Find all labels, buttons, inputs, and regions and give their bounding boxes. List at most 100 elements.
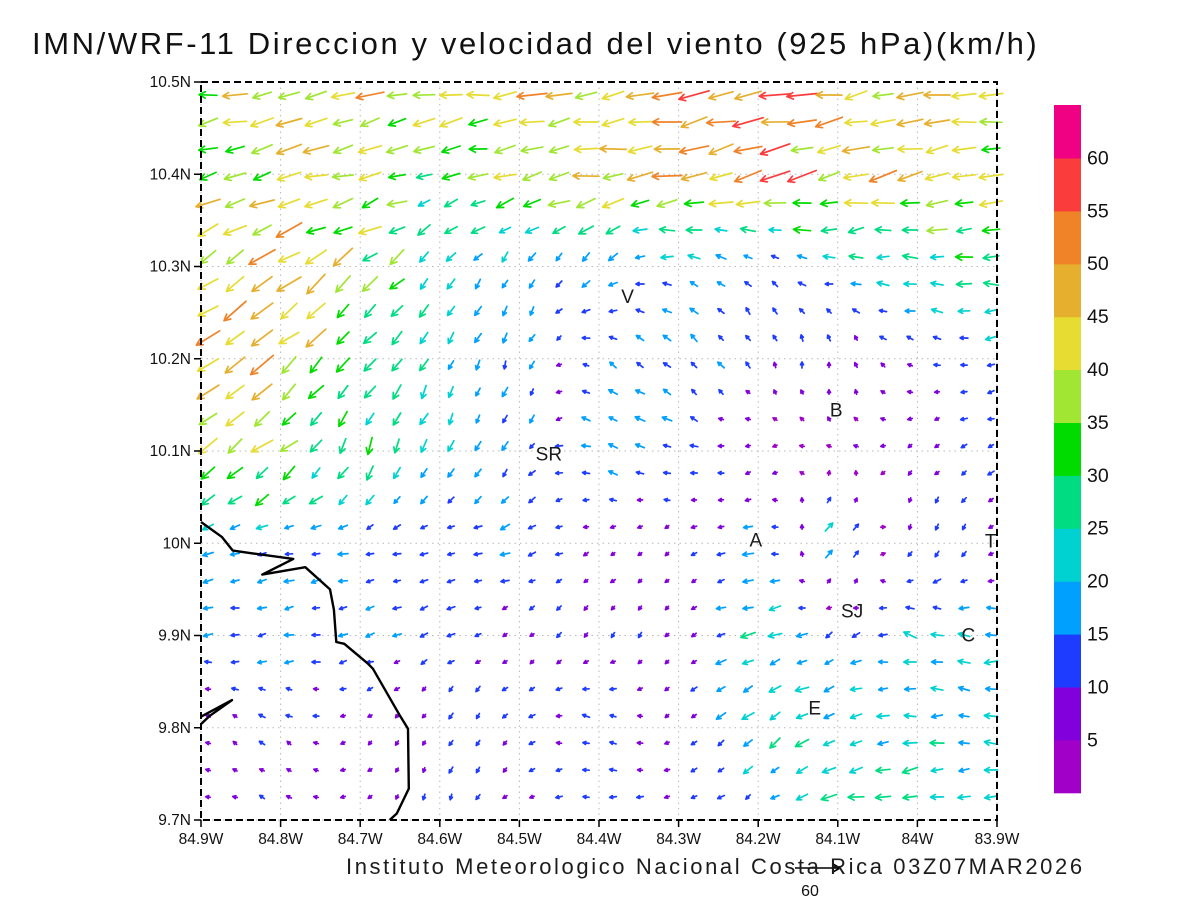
wind-arrow [653,144,681,154]
wind-arrow [313,767,319,773]
wind-arrow [608,497,618,503]
wind-arrow [394,740,400,746]
wind-arrow [740,631,756,640]
wind-arrow [744,497,752,503]
reference-arrow-label: 60 [801,883,819,900]
wind-arrow [581,416,591,422]
wind-arrow [520,145,544,154]
wind-arrow [879,443,887,449]
wind-arrow [250,329,274,347]
lat-tick-label: 10N [163,535,191,552]
lon-axis-labels: 84.9W 84.8W 84.7W 84.6W 84.5W 84.4W 84.3W 84.2W… [179,820,1020,848]
wind-arrow [608,335,618,341]
wind-arrow [387,117,407,127]
wind-arrow [901,766,919,775]
wind-arrow [651,172,683,181]
wind-arrow [906,416,914,422]
wind-arrow [502,740,508,746]
reference-arrow [795,863,842,873]
wind-arrow [200,466,216,480]
wind-arrow [690,388,698,396]
wind-arrow [930,280,944,287]
wind-arrow [689,443,699,449]
wind-arrow [391,358,403,372]
wind-arrow [607,388,619,396]
wind-arrow [365,632,375,638]
wind-arrow [256,605,268,611]
wind-arrow [951,145,977,154]
wind-arrow [743,254,753,260]
wind-arrow [392,605,402,611]
wind-arrow [385,144,409,155]
wind-arrow [412,117,436,128]
wind-arrow [392,524,402,530]
wind-arrow [304,90,328,101]
lat-tick-label: 10.1N [150,443,191,460]
wind-arrow [716,794,726,800]
wind-arrow [582,686,590,692]
wind-arrow [637,659,643,665]
wind-arrow [447,412,454,426]
wind-arrow [335,357,351,373]
wind-arrow [605,225,621,235]
wind-arrow [954,252,974,262]
wind-arrow [311,632,321,638]
wind-arrow [249,117,275,128]
wind-arrow [773,389,778,395]
wind-arrow [337,384,349,400]
wind-arrow [198,90,218,99]
wind-arrow [447,439,455,453]
wind-arrow [281,412,297,426]
wind-arrow [305,226,327,235]
wind-arrow [797,281,807,287]
wind-arrow [821,766,837,774]
wind-arrow [249,199,275,209]
wind-arrow [282,465,296,481]
wind-arrow [360,117,380,128]
wind-arrow [386,91,408,100]
wind-arrow [716,685,726,693]
wind-arrow [225,145,245,154]
wind-arrow [338,605,348,611]
wind-arrow [439,91,463,100]
wind-arrow [577,225,595,235]
wind-arrow [251,91,273,100]
wind-arrow [984,308,998,315]
wind-arrow [204,740,212,746]
wind-arrow [502,794,508,800]
wind-arrow [978,199,1004,209]
wind-arrow [474,632,482,638]
wind-arrow [306,273,326,295]
wind-arrow [767,631,783,639]
wind-arrow [903,712,917,719]
wind-arrow [312,713,320,719]
wind-arrow [285,686,293,692]
wind-arrow [827,416,832,422]
wind-arrow [609,578,617,584]
wind-arrow [987,389,995,395]
wind-arrow [312,740,320,746]
wind-arrow [796,254,808,260]
wind-arrow [795,713,809,720]
wind-arrow [255,466,269,480]
wind-arrow [365,605,375,611]
wind-arrow [555,686,563,692]
wind-arrow [825,631,833,639]
wind-arrow [468,144,488,154]
wind-arrow [664,740,670,746]
wind-arrow [683,199,705,208]
wind-arrow [355,91,385,101]
wind-arrow [227,495,243,505]
wind-arrow [798,307,806,315]
wind-arrow [419,578,429,584]
wind-arrow [742,578,754,585]
wind-arrow [555,740,563,746]
wind-arrow [254,493,270,507]
wind-arrow [960,362,968,368]
wind-arrow [367,713,373,718]
wind-arrow [716,551,726,557]
wind-arrow [196,358,220,372]
wind-arrow [285,713,293,719]
wind-arrow [717,497,725,503]
wind-arrow [258,713,266,719]
